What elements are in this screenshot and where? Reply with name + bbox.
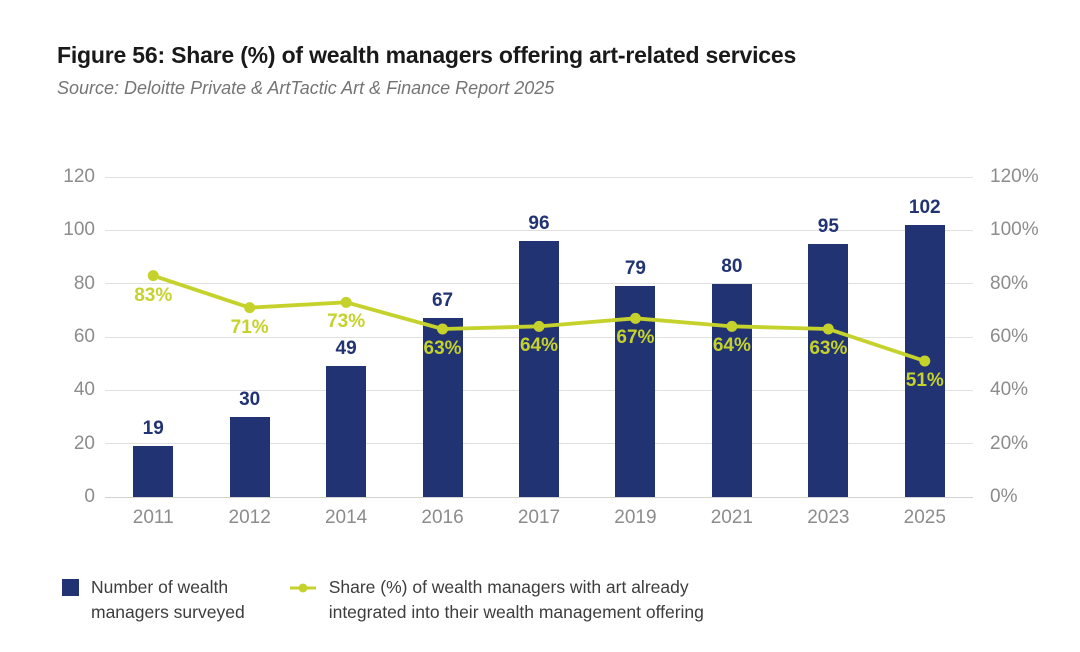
bar-value-label-2017: 96 xyxy=(528,213,550,234)
line-value-label-2012: 71% xyxy=(230,316,269,338)
bar-value-label-2016: 67 xyxy=(431,290,454,312)
legend-item-line-series: Share (%) of wealth managers with art al… xyxy=(289,575,704,625)
line-point-2016 xyxy=(437,323,449,335)
left-axis-tick-60: 60 xyxy=(73,326,95,347)
legend: Number of wealth managers surveyed Share… xyxy=(62,575,704,625)
x-axis-tick-2012: 2012 xyxy=(228,507,271,528)
x-axis-tick-2016: 2016 xyxy=(421,507,464,528)
legend-bar-label-line1: Number of wealth xyxy=(91,577,229,597)
x-axis-tick-2017: 2017 xyxy=(517,507,561,528)
left-y-axis: 0 20 40 60 80 100 120 xyxy=(30,166,95,507)
legend-item-bar-series: Number of wealth managers surveyed xyxy=(62,575,245,625)
line-value-label-2011: 83% xyxy=(134,284,173,306)
left-axis-tick-100: 100 xyxy=(63,219,95,241)
x-axis-tick-2011: 2011 xyxy=(132,507,174,528)
left-axis-tick-120: 120 xyxy=(63,166,95,187)
left-axis-tick-0: 0 xyxy=(84,486,95,507)
legend-line-series-label: Share (%) of wealth managers with art al… xyxy=(329,575,704,625)
bar-value-label-2025: 102 xyxy=(908,197,941,218)
gridline-100 xyxy=(105,229,973,231)
line-point-2014 xyxy=(340,296,352,308)
line-value-label-2016: 63% xyxy=(423,338,462,359)
x-axis-tick-2014: 2014 xyxy=(324,507,368,528)
left-axis-tick-80: 80 xyxy=(73,272,95,294)
line-value-label-2021: 64% xyxy=(712,335,751,357)
gridline-0 xyxy=(105,496,973,498)
right-axis-tick-120%: 120% xyxy=(990,166,1039,187)
line-value-label-2025: 51% xyxy=(905,370,944,391)
x-axis: 2011 2012 2014 2016 2017 2019 2021 2023 2025 xyxy=(105,507,973,533)
right-axis-tick-60%: 60% xyxy=(990,326,1029,347)
bar-value-label-2019: 79 xyxy=(624,258,647,280)
line-point-2021 xyxy=(726,320,738,332)
bar-2023 xyxy=(808,243,849,497)
line-point-2023 xyxy=(822,323,834,335)
bar-2016 xyxy=(422,318,463,497)
figure-title: Figure 56: Share (%) of wealth managers … xyxy=(57,42,797,68)
bar-2011 xyxy=(133,446,174,497)
right-y-axis: 0% 20% 40% 60% 80% 100% 120% xyxy=(990,166,1070,507)
right-axis-tick-20%: 20% xyxy=(990,432,1029,454)
right-axis-tick-40%: 40% xyxy=(990,379,1029,401)
line-value-label-2023: 63% xyxy=(809,338,848,359)
plot-area: 19 30 49 67 96 79 80 95 102 83% 71% 73% 63% 64% 67% 64%… xyxy=(105,176,973,498)
legend-bar-series-label: Number of wealth managers surveyed xyxy=(91,575,245,625)
line-series xyxy=(147,270,931,367)
left-axis-tick-20: 20 xyxy=(73,432,95,454)
gridline-120 xyxy=(105,176,973,178)
bar-value-label-2011: 19 xyxy=(142,418,164,440)
line-value-label-2019: 67% xyxy=(616,327,655,349)
bar-value-label-2023: 95 xyxy=(817,215,839,237)
x-axis-tick-2021: 2021 xyxy=(710,507,754,528)
x-axis-tick-2025: 2025 xyxy=(903,507,946,528)
legend-bar-label-line2: managers surveyed xyxy=(91,602,245,622)
left-axis-tick-40: 40 xyxy=(73,379,95,401)
line-point-2012 xyxy=(244,302,256,314)
bar-2012 xyxy=(229,417,270,497)
bar-value-label-2014: 49 xyxy=(335,338,357,360)
line-point-2025 xyxy=(919,355,931,367)
line-value-label-2014: 73% xyxy=(327,311,366,333)
legend-line-label-line2: integrated into their wealth management … xyxy=(328,602,704,622)
line-point-2011 xyxy=(147,270,159,282)
right-axis-tick-0%: 0% xyxy=(990,486,1018,507)
line-value-label-2017: 64% xyxy=(519,335,559,357)
right-axis-tick-80%: 80% xyxy=(990,272,1029,294)
bar-value-label-2012: 30 xyxy=(239,389,261,410)
bar-value-label-2021: 80 xyxy=(721,255,743,277)
bar-series-swatch-icon xyxy=(62,579,79,596)
bar-2014 xyxy=(326,366,367,497)
x-axis-tick-2019: 2019 xyxy=(614,507,657,528)
line-series-marker-icon xyxy=(289,583,316,593)
line-point-2017 xyxy=(533,320,545,332)
x-axis-tick-2023: 2023 xyxy=(807,507,850,528)
bar-2021 xyxy=(711,283,752,497)
figure-source: Source: Deloitte Private & ArtTactic Art… xyxy=(57,78,555,98)
line-point-2019 xyxy=(629,312,641,324)
bar-2017 xyxy=(519,241,559,497)
legend-line-label-line1: Share (%) of wealth managers with art al… xyxy=(328,577,689,597)
right-axis-tick-100%: 100% xyxy=(990,219,1039,241)
